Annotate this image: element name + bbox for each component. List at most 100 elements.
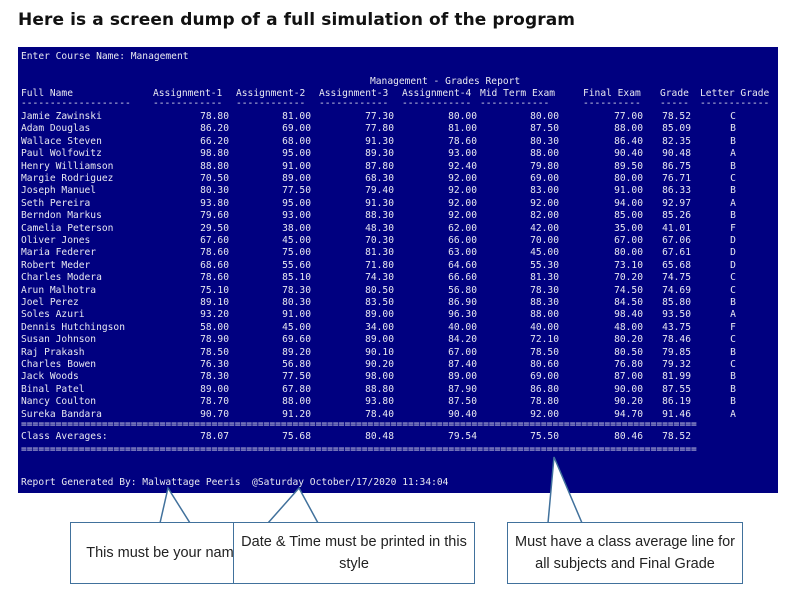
score-cell: 40.00 <box>530 321 559 333</box>
score-cell: 81.00 <box>282 111 311 122</box>
score-cell: 45.00 <box>282 321 311 333</box>
score-cell: 70.50 <box>200 173 229 184</box>
score-cell: 92.97 <box>662 197 691 209</box>
score-cell: 81.30 <box>365 247 394 259</box>
pointer-average <box>547 456 584 524</box>
letter-grade: C <box>730 111 736 122</box>
score-cell: 86.80 <box>530 383 559 395</box>
score-cell: 74.50 <box>614 284 643 296</box>
score-cell: 76.80 <box>614 359 643 370</box>
letter-grade: C <box>730 334 736 346</box>
score-cell: 56.80 <box>282 359 311 370</box>
score-cell: 78.30 <box>282 284 311 296</box>
score-cell: 93.20 <box>200 309 229 321</box>
score-cell: 95.00 <box>282 148 311 160</box>
average-value: 80.46 <box>614 431 643 442</box>
score-cell: 55.60 <box>282 259 311 271</box>
letter-grade: B <box>730 383 736 395</box>
student-name: Camelia Peterson <box>21 222 114 234</box>
pointer-name <box>159 486 192 524</box>
average-value: 79.54 <box>448 431 477 442</box>
score-cell: 69.00 <box>530 371 559 383</box>
score-cell: 75.10 <box>200 284 229 296</box>
student-name: Charles Modera <box>21 272 102 284</box>
score-cell: 80.00 <box>448 111 477 122</box>
letter-grade: D <box>730 259 736 271</box>
score-cell: 88.80 <box>200 160 229 172</box>
column-header-rule: ------------ <box>480 98 550 109</box>
score-cell: 80.50 <box>614 346 643 358</box>
score-cell: 89.00 <box>448 371 477 383</box>
score-cell: 86.75 <box>662 160 691 172</box>
score-cell: 86.19 <box>662 396 691 408</box>
score-cell: 70.00 <box>530 235 559 246</box>
average-value: 78.07 <box>200 431 229 442</box>
score-cell: 93.50 <box>662 309 691 321</box>
table-row: Soles Azuri 93.20 91.00 89.00 96.30 88.00 98.4… <box>21 309 775 321</box>
score-cell: 90.48 <box>662 148 691 160</box>
letter-grade: B <box>730 396 736 408</box>
student-name: Wallace Steven <box>21 135 102 147</box>
score-cell: 85.00 <box>614 210 643 222</box>
score-cell: 43.75 <box>662 321 691 333</box>
student-name: Jack Woods <box>21 371 79 383</box>
score-cell: 78.50 <box>530 346 559 358</box>
score-cell: 78.90 <box>200 334 229 346</box>
score-cell: 66.00 <box>448 235 477 246</box>
letter-grade: F <box>730 222 736 234</box>
score-cell: 77.50 <box>282 185 311 197</box>
pointer-datetime <box>266 486 320 524</box>
score-cell: 58.00 <box>200 321 229 333</box>
score-cell: 79.32 <box>662 359 691 370</box>
score-cell: 64.60 <box>448 259 477 271</box>
score-cell: 91.00 <box>614 185 643 197</box>
letter-grade: B <box>730 346 736 358</box>
score-cell: 89.00 <box>365 334 394 346</box>
column-header: Assignment-1 <box>153 88 223 99</box>
score-cell: 85.80 <box>662 297 691 308</box>
letter-grade: C <box>730 359 736 370</box>
table-row: Charles Modera 78.60 85.10 74.30 66.60 81.30 7… <box>21 272 775 284</box>
score-cell: 45.00 <box>530 247 559 259</box>
letter-grade: D <box>730 247 736 259</box>
table-row: Charles Bowen 76.30 56.80 90.20 87.40 80.60 76… <box>21 359 775 371</box>
letter-grade: F <box>730 321 736 333</box>
score-cell: 91.00 <box>282 309 311 321</box>
score-cell: 90.00 <box>614 383 643 395</box>
letter-grade: B <box>730 135 736 147</box>
score-cell: 91.46 <box>662 408 691 420</box>
score-cell: 67.00 <box>448 346 477 358</box>
average-value: 80.48 <box>365 431 394 442</box>
report-footer: Report Generated By: Malwattage Peeris @… <box>21 477 449 488</box>
score-cell: 88.30 <box>365 210 394 222</box>
table-row: Binal Patel 89.00 67.80 88.80 87.90 86.80 90.0… <box>21 384 775 396</box>
score-cell: 91.30 <box>365 135 394 147</box>
callout-name: This must be your name <box>70 522 258 584</box>
score-cell: 86.33 <box>662 185 691 197</box>
score-cell: 81.00 <box>448 123 477 135</box>
column-header: Mid Term Exam <box>480 88 556 99</box>
score-cell: 94.70 <box>614 408 643 420</box>
score-cell: 90.20 <box>365 359 394 370</box>
score-cell: 69.00 <box>530 173 559 184</box>
score-cell: 34.00 <box>365 321 394 333</box>
table-row: Adam Douglas 86.20 69.00 77.80 81.00 87.50 88.… <box>21 123 775 135</box>
score-cell: 98.40 <box>614 309 643 321</box>
table-row: Dennis Hutchingson 58.00 45.00 34.00 40.00 40… <box>21 322 775 334</box>
column-header-rule: ------------------- <box>21 98 131 109</box>
score-cell: 80.30 <box>530 135 559 147</box>
score-cell: 87.80 <box>365 160 394 172</box>
score-cell: 93.00 <box>448 148 477 160</box>
letter-grade: B <box>730 210 736 222</box>
score-cell: 93.80 <box>200 197 229 209</box>
score-cell: 56.80 <box>448 284 477 296</box>
score-cell: 88.30 <box>530 297 559 308</box>
score-cell: 78.80 <box>200 111 229 122</box>
column-header-rule: ------------ <box>700 98 770 109</box>
score-cell: 98.00 <box>365 371 394 383</box>
score-cell: 67.06 <box>662 235 691 246</box>
console-window: Enter Course Name: Management Management… <box>18 47 778 493</box>
score-cell: 93.00 <box>282 210 311 222</box>
score-cell: 78.30 <box>200 371 229 383</box>
